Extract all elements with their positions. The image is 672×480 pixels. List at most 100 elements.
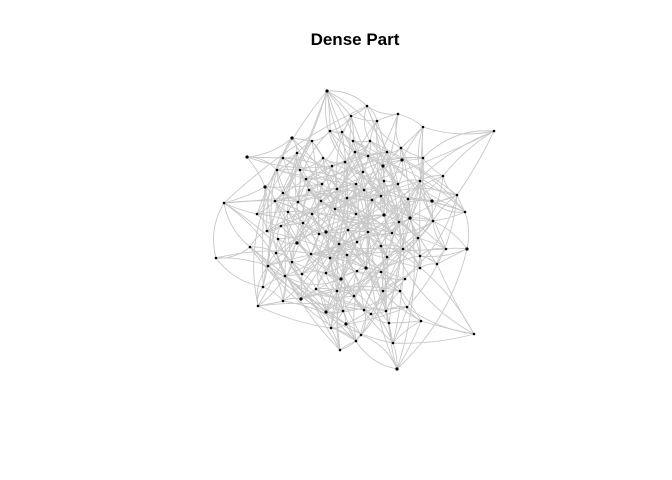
- node-38: [335, 187, 339, 191]
- node-99: [314, 287, 318, 291]
- edge-102: [362, 155, 369, 173]
- edge-257: [334, 208, 357, 215]
- edge-519: [329, 257, 362, 336]
- edge-180: [308, 189, 393, 234]
- node-74: [379, 244, 383, 248]
- node-11: [351, 139, 355, 143]
- node-73: [355, 240, 359, 244]
- edge-548: [275, 189, 365, 254]
- edge-258: [354, 171, 364, 215]
- edge-368: [264, 186, 272, 267]
- node-97: [281, 299, 285, 303]
- node-24: [298, 168, 302, 172]
- edge-351: [445, 247, 468, 250]
- edge-449: [270, 169, 302, 300]
- edge-427: [300, 270, 358, 300]
- node-49: [408, 216, 412, 220]
- edge-2: [326, 90, 368, 107]
- node-94: [403, 277, 407, 281]
- node-31: [354, 182, 358, 186]
- node-10: [310, 139, 314, 143]
- edge-108: [397, 159, 404, 185]
- edge-354: [344, 161, 447, 250]
- node-65: [366, 230, 370, 234]
- node-42: [430, 199, 434, 203]
- edge-514: [330, 180, 385, 329]
- node-26: [343, 160, 347, 164]
- edge-331: [256, 213, 320, 235]
- edge-70: [382, 147, 402, 167]
- edge-446: [282, 183, 357, 302]
- node-23: [275, 168, 279, 172]
- edge-515: [267, 265, 332, 329]
- node-4: [375, 119, 379, 123]
- node-48: [345, 196, 349, 200]
- edge-438: [402, 248, 421, 269]
- edge-211: [223, 183, 399, 204]
- edge-132: [357, 171, 367, 269]
- edge-127: [344, 140, 354, 163]
- edge-129: [324, 90, 346, 163]
- edge-276: [464, 211, 470, 250]
- edge-13: [397, 113, 424, 128]
- edge-448: [300, 273, 303, 300]
- edge-232: [409, 217, 434, 222]
- node-117: [472, 332, 476, 336]
- edge-210: [223, 202, 251, 248]
- edge-394: [325, 256, 388, 313]
- edge-401: [386, 151, 438, 265]
- edge-523: [284, 275, 394, 344]
- edge-59: [352, 140, 434, 222]
- node-104: [256, 304, 260, 308]
- node-100: [335, 289, 339, 293]
- node-21: [400, 158, 404, 162]
- edge-24: [376, 120, 385, 216]
- edge-542: [355, 340, 398, 370]
- node-113: [329, 326, 333, 330]
- edge-10: [363, 105, 371, 142]
- node-78: [214, 256, 218, 260]
- node-61: [279, 224, 283, 228]
- edge-398: [334, 208, 421, 257]
- edge-182: [336, 183, 357, 190]
- edge-43: [311, 130, 331, 142]
- edge-105: [329, 130, 369, 157]
- node-82: [328, 256, 332, 260]
- nodes-layer: [214, 89, 496, 371]
- edge-32: [422, 126, 495, 135]
- node-27: [361, 170, 365, 174]
- edge-500: [388, 320, 422, 324]
- edge-357: [419, 248, 468, 257]
- edge-27: [400, 126, 424, 149]
- edge-30: [384, 126, 424, 258]
- node-83: [345, 253, 349, 257]
- node-111: [387, 321, 391, 325]
- edge-551: [338, 243, 365, 311]
- edge-487: [370, 313, 390, 324]
- node-76: [444, 247, 448, 251]
- edge-103: [367, 155, 419, 239]
- edge-201: [442, 175, 458, 196]
- node-96: [261, 285, 265, 289]
- edge-96: [320, 151, 356, 202]
- node-32: [382, 179, 386, 183]
- edge-426: [336, 270, 358, 351]
- node-56: [382, 213, 386, 217]
- edge-275: [431, 200, 466, 213]
- node-33: [396, 182, 400, 186]
- edge-286: [280, 183, 399, 227]
- node-50: [370, 198, 374, 202]
- edge-406: [301, 273, 317, 290]
- edge-116: [276, 169, 284, 194]
- node-5: [421, 125, 425, 129]
- edge-395: [346, 197, 388, 258]
- edge-168: [382, 180, 421, 292]
- edge-229: [346, 197, 434, 222]
- edge-453: [315, 288, 338, 292]
- edge-312: [338, 232, 393, 245]
- node-3: [349, 114, 353, 118]
- edge-524: [392, 183, 405, 344]
- edge-484: [249, 246, 344, 312]
- node-93: [379, 270, 383, 274]
- edge-107: [401, 157, 424, 161]
